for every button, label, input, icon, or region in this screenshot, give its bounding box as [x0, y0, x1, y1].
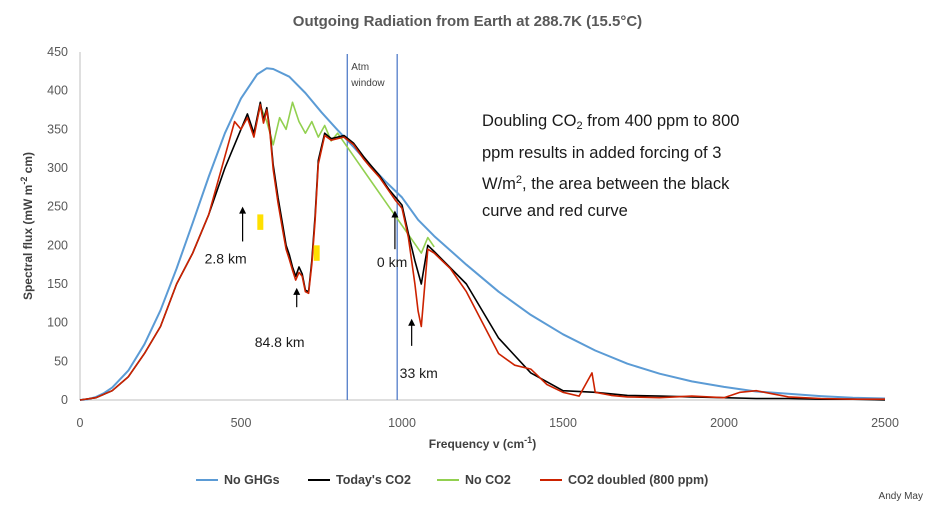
- x-tick-label: 1000: [388, 416, 416, 430]
- note-line4: curve and red curve: [482, 202, 628, 220]
- legend-label-no_co2: No CO2: [465, 473, 511, 487]
- annotation-arrow-head: [239, 206, 247, 214]
- x-tick-label: 0: [77, 416, 84, 430]
- note-line3-sup: 2: [515, 174, 523, 186]
- note-line1-sub: 2: [576, 120, 583, 132]
- annotation-label: 0 km: [377, 254, 407, 270]
- y-tick-label: 150: [47, 277, 68, 291]
- note-line2: ppm results in added forcing of 3: [482, 144, 722, 162]
- note-line3b: , the area between the black: [522, 175, 730, 193]
- annotation-arrow-head: [408, 318, 416, 326]
- y-tick-label: 300: [47, 161, 68, 175]
- y-tick-label: 100: [47, 316, 68, 330]
- y-tick-label: 400: [47, 84, 68, 98]
- x-tick-label: 1500: [549, 416, 577, 430]
- y-tick-label: 250: [47, 200, 68, 214]
- credit: Andy May: [878, 491, 923, 502]
- atm-window-label: Atm: [351, 62, 369, 73]
- legend-label-co2_doubled: CO2 doubled (800 ppm): [568, 473, 708, 487]
- legend-label-no_ghgs: No GHGs: [224, 473, 280, 487]
- highlight-mark-1: [257, 214, 264, 230]
- legend-label-todays_co2: Today's CO2: [336, 473, 411, 487]
- x-axis-title: Frequency v (cm-1): [429, 435, 536, 451]
- y-axis-title: Spectral flux (mW m-2 cm): [19, 152, 35, 300]
- annotation-label: 2.8 km: [205, 250, 247, 266]
- note-line1a: Doubling CO: [482, 112, 577, 130]
- y-tick-label: 50: [54, 354, 68, 368]
- y-tick-label: 0: [61, 393, 68, 407]
- forcing-note: Doubling CO2 from 400 ppm to 800 ppm res…: [478, 108, 806, 225]
- annotation-label: 84.8 km: [255, 334, 305, 350]
- annotation-arrow-head: [293, 287, 301, 295]
- annotation-arrow-head: [391, 210, 399, 218]
- y-tick-label: 450: [47, 45, 68, 59]
- annotation-label: 33 km: [400, 365, 438, 381]
- x-tick-label: 2500: [871, 416, 899, 430]
- chart-title: Outgoing Radiation from Earth at 288.7K …: [292, 13, 643, 30]
- y-tick-label: 200: [47, 238, 68, 252]
- note-line1b: from 400 ppm to 800: [582, 112, 740, 130]
- highlight-mark-2: [313, 245, 320, 261]
- x-tick-label: 2000: [710, 416, 738, 430]
- note-line3a: W/m: [482, 175, 516, 193]
- y-tick-label: 350: [47, 122, 68, 136]
- atm-window-label: window: [350, 78, 385, 89]
- x-tick-label: 500: [231, 416, 252, 430]
- series-line-co2_doubled: [79, 103, 885, 401]
